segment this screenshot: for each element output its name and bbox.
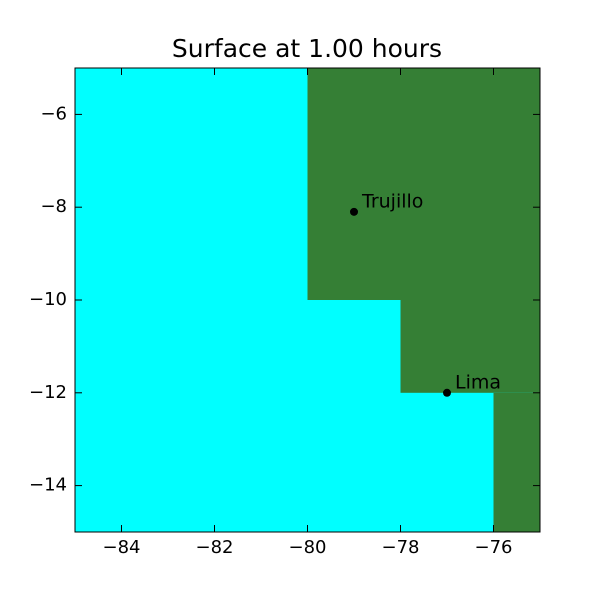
x-tick-label: −84 [103, 537, 141, 558]
x-tick-label: −78 [382, 537, 420, 558]
land-region [493, 392, 540, 532]
city-marker [443, 388, 451, 397]
city-label: Lima [455, 371, 501, 393]
land-region [400, 300, 540, 393]
city-label: Trujillo [361, 190, 423, 212]
y-tick-label: −14 [29, 475, 67, 496]
x-tick-label: −76 [475, 537, 513, 558]
y-tick-label: −12 [29, 382, 67, 403]
y-tick-label: −10 [29, 289, 67, 310]
x-tick-label: −80 [289, 537, 327, 558]
x-tick-label: −82 [196, 537, 234, 558]
city-marker [350, 207, 358, 216]
y-tick-label: −6 [40, 103, 67, 124]
chart-title: Surface at 1.00 hours [172, 34, 442, 63]
y-tick-label: −8 [40, 196, 67, 217]
land-region [307, 68, 540, 300]
